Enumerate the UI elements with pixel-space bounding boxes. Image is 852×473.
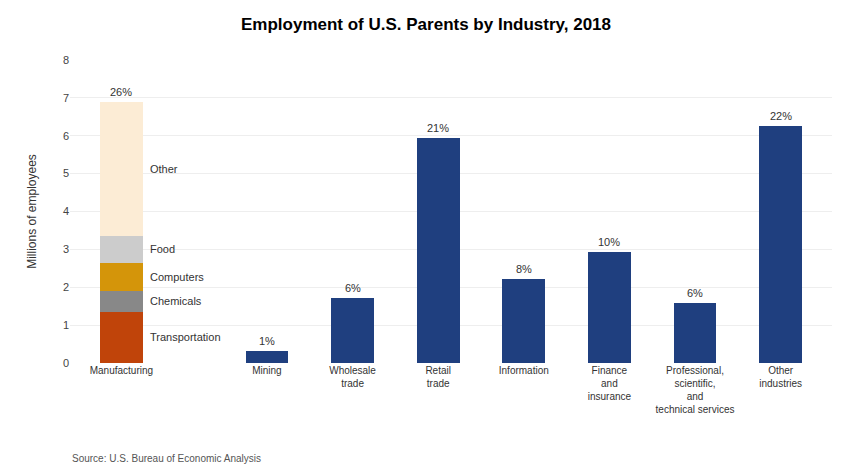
svg-text:6%: 6% <box>687 287 703 299</box>
svg-text:Computers: Computers <box>150 271 204 283</box>
svg-text:6: 6 <box>63 130 69 142</box>
svg-text:Manufacturing: Manufacturing <box>90 365 153 376</box>
svg-text:Other: Other <box>150 163 178 175</box>
svg-text:Information: Information <box>499 365 549 376</box>
svg-text:5: 5 <box>63 167 69 179</box>
svg-text:21%: 21% <box>427 122 449 134</box>
svg-text:Professional,scientific,andtec: Professional,scientific,andtechnical ser… <box>656 365 735 415</box>
svg-text:22%: 22% <box>770 110 792 122</box>
svg-text:Employment of U.S. Parents by: Employment of U.S. Parents by Industry, … <box>241 15 611 34</box>
svg-text:8%: 8% <box>516 263 532 275</box>
svg-text:6%: 6% <box>345 282 361 294</box>
svg-text:26%: 26% <box>110 86 132 98</box>
svg-text:Transportation: Transportation <box>150 331 221 343</box>
svg-text:Otherindustries: Otherindustries <box>759 365 802 389</box>
svg-text:Chemicals: Chemicals <box>150 295 202 307</box>
svg-text:Mining: Mining <box>252 365 281 376</box>
svg-text:Financeandinsurance: Financeandinsurance <box>588 365 632 402</box>
svg-text:3: 3 <box>63 243 69 255</box>
svg-text:0: 0 <box>63 357 69 369</box>
svg-text:Source: U.S. Bureau of Economi: Source: U.S. Bureau of Economic Analysis <box>72 453 261 464</box>
svg-text:8: 8 <box>63 54 69 66</box>
svg-text:2: 2 <box>63 281 69 293</box>
svg-text:1: 1 <box>63 319 69 331</box>
svg-text:Millions of employees: Millions of employees <box>25 154 39 269</box>
svg-text:Food: Food <box>150 243 175 255</box>
svg-text:1%: 1% <box>259 335 275 347</box>
svg-text:10%: 10% <box>598 236 620 248</box>
svg-text:7: 7 <box>63 92 69 104</box>
svg-text:4: 4 <box>63 205 69 217</box>
svg-text:Wholesaletrade: Wholesaletrade <box>329 365 376 389</box>
svg-text:Retailtrade: Retailtrade <box>425 365 451 389</box>
